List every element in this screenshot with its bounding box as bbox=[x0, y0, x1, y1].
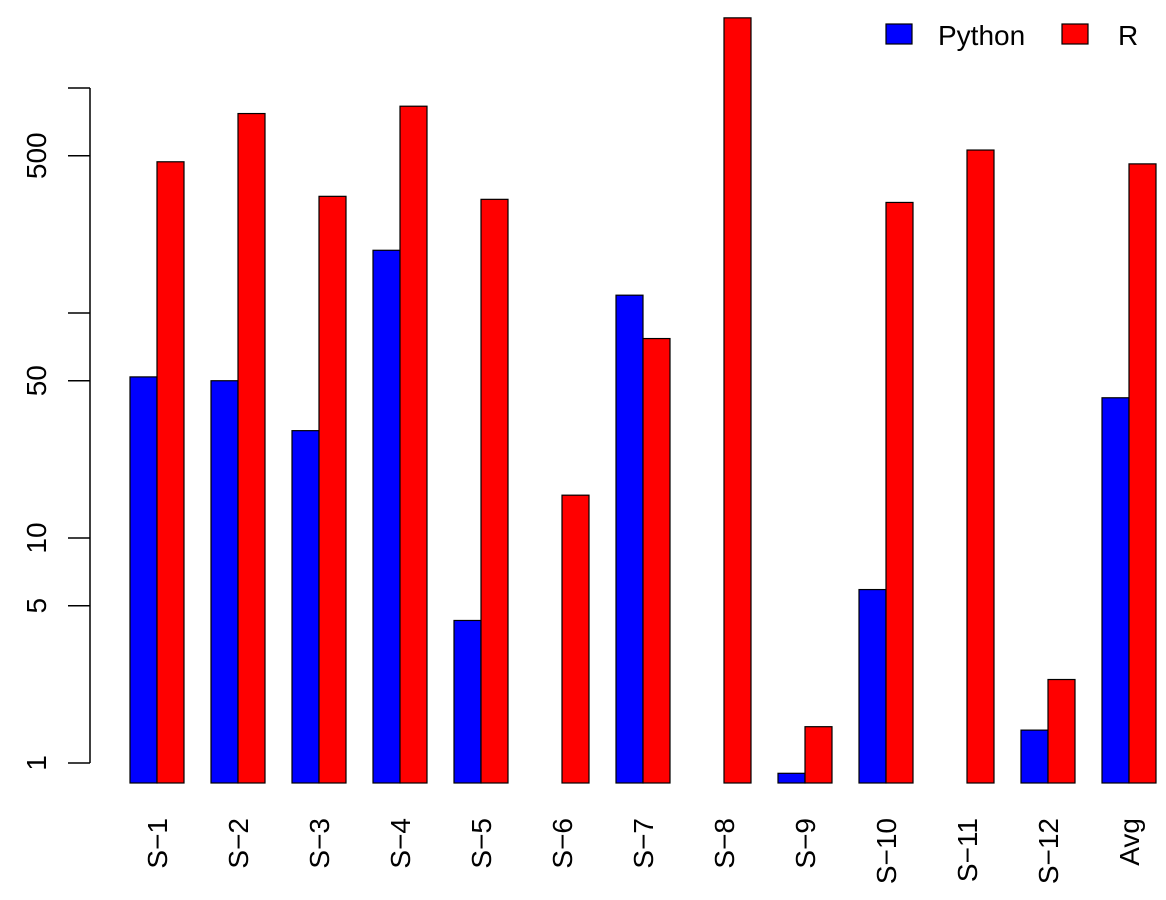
bar-r-7 bbox=[723, 17, 752, 784]
bars bbox=[129, 17, 1157, 784]
legend-label-r: R bbox=[1118, 20, 1138, 51]
legend: Python R bbox=[885, 20, 1138, 51]
legend-swatch-r bbox=[1061, 23, 1089, 45]
bar-r-5 bbox=[561, 494, 590, 784]
bar-r-3 bbox=[399, 105, 428, 784]
x-tick-label: S−2 bbox=[223, 818, 254, 869]
bar-python-9 bbox=[858, 588, 887, 784]
bar-r-0 bbox=[156, 161, 185, 784]
bar-python-8 bbox=[777, 772, 806, 784]
x-tick-label: S−6 bbox=[547, 818, 578, 869]
bar-python-4 bbox=[453, 619, 482, 784]
legend-swatch-python bbox=[885, 23, 913, 45]
bar-python-2 bbox=[291, 430, 320, 784]
x-tick-label: S−5 bbox=[466, 818, 497, 869]
x-tick-label: S−8 bbox=[709, 818, 740, 869]
legend-label-python: Python bbox=[938, 20, 1025, 51]
y-tick-label: 500 bbox=[21, 132, 52, 179]
x-tick-label: S−3 bbox=[304, 818, 335, 869]
x-tick-label: S−11 bbox=[952, 818, 983, 882]
x-tick-label: S−9 bbox=[790, 818, 821, 869]
bar-r-9 bbox=[885, 201, 914, 784]
bar-python-6 bbox=[615, 294, 644, 784]
bar-r-11 bbox=[1047, 678, 1076, 784]
x-tick-label: S−12 bbox=[1033, 818, 1064, 884]
x-tick-label: Avg bbox=[1114, 818, 1145, 866]
bar-python-3 bbox=[372, 249, 401, 784]
bar-r-8 bbox=[804, 726, 833, 784]
bar-python-11 bbox=[1020, 729, 1049, 784]
x-tick-label: S−1 bbox=[142, 818, 173, 869]
bar-r-1 bbox=[237, 112, 266, 784]
y-tick-label: 5 bbox=[21, 598, 52, 614]
y-tick-label: 10 bbox=[21, 522, 52, 553]
bar-r-6 bbox=[642, 337, 671, 784]
y-tick-label: 1 bbox=[21, 755, 52, 771]
bar-r-2 bbox=[318, 195, 347, 784]
bar-r-4 bbox=[480, 198, 509, 784]
x-tick-label: S−7 bbox=[628, 818, 659, 869]
bar-python-12 bbox=[1101, 397, 1130, 784]
bar-r-12 bbox=[1128, 163, 1157, 784]
x-tick-label: S−4 bbox=[385, 818, 416, 869]
x-tick-label: S−10 bbox=[871, 818, 902, 884]
bar-r-10 bbox=[966, 149, 995, 784]
bar-python-1 bbox=[210, 380, 239, 784]
x-axis-labels: S−1 S−2 S−3 S−4 S−5 S−6 S−7 S−8 S−9 S−10 S−11 S−12 A… bbox=[142, 818, 1145, 884]
y-axis: 1 5 10 50 500 bbox=[21, 87, 91, 771]
bar-python-0 bbox=[129, 376, 158, 784]
y-tick-label: 50 bbox=[21, 365, 52, 396]
